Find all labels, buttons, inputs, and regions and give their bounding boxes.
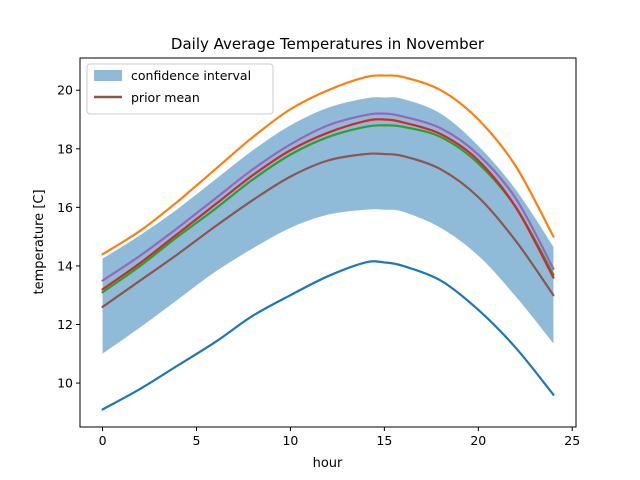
x-axis-ticks: 0 5 10 15 20 25 — [99, 427, 580, 448]
legend-confidence-swatch — [94, 70, 122, 81]
legend: confidence interval prior mean — [86, 63, 274, 115]
x-axis-label: hour — [313, 456, 343, 471]
legend-prior-label: prior mean — [131, 90, 200, 105]
y-tick-label: 14 — [57, 258, 73, 273]
x-tick-label: 20 — [470, 433, 486, 448]
chart-title: Daily Average Temperatures in November — [171, 35, 485, 53]
x-tick-label: 5 — [193, 433, 201, 448]
x-tick-label: 15 — [376, 433, 392, 448]
legend-confidence-label: confidence interval — [131, 68, 251, 83]
y-tick-label: 18 — [57, 141, 73, 156]
y-tick-label: 16 — [57, 200, 73, 215]
sample-line-2 — [101, 74, 555, 256]
sample-line-1 — [101, 260, 555, 411]
y-tick-label: 10 — [57, 376, 73, 391]
x-tick-label: 0 — [99, 433, 107, 448]
plot-area — [101, 74, 555, 411]
axes-frame — [79, 57, 577, 428]
sample-line-3 — [101, 124, 555, 294]
prior-mean-line — [101, 152, 555, 309]
sample-line-5 — [101, 112, 555, 282]
sample-line-4 — [101, 118, 555, 291]
y-tick-label: 20 — [57, 83, 73, 98]
x-tick-label: 25 — [564, 433, 580, 448]
x-tick-label: 10 — [282, 433, 298, 448]
y-tick-label: 12 — [57, 317, 73, 332]
confidence-interval-band — [102, 97, 554, 354]
y-axis-label: temperature [C] — [32, 189, 47, 294]
legend-box — [86, 63, 274, 115]
y-axis-ticks: 10 12 14 16 18 20 — [57, 83, 80, 391]
